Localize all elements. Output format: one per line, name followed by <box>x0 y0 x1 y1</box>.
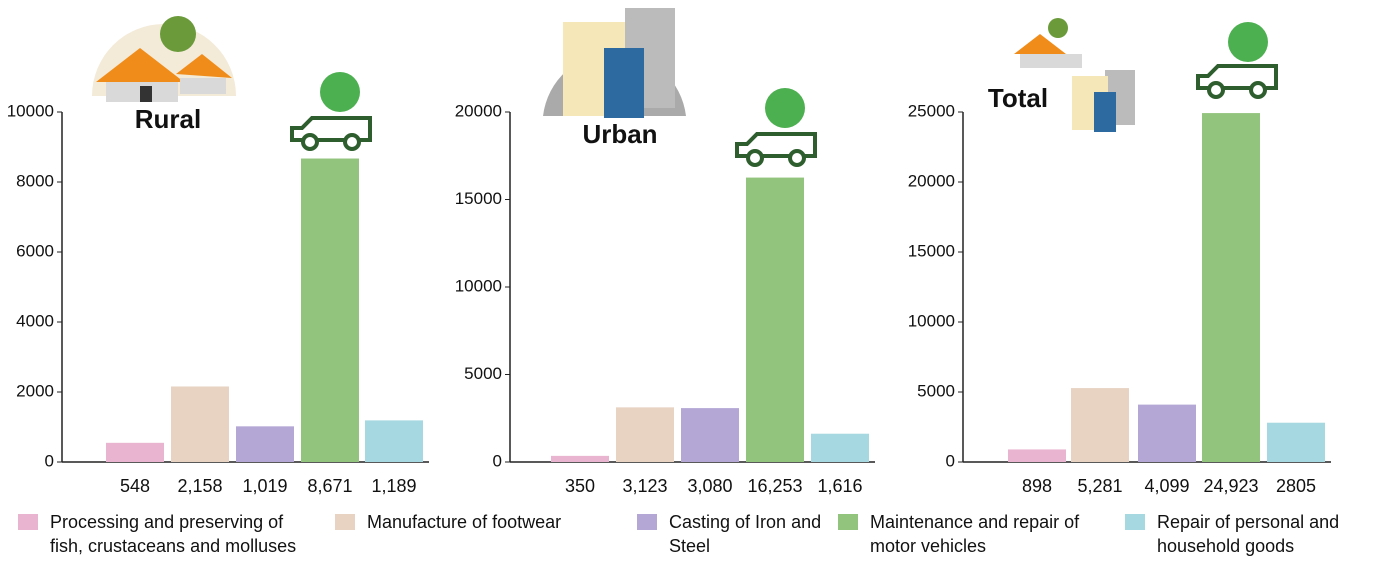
total-icon <box>1014 18 1135 132</box>
value-label: 1,189 <box>371 476 416 496</box>
y-tick-label: 15000 <box>908 241 955 260</box>
value-label: 16,253 <box>747 476 802 496</box>
y-tick-label: 5000 <box>464 364 502 383</box>
bar <box>1267 422 1325 462</box>
y-tick-label: 10000 <box>455 276 502 295</box>
y-tick-label: 0 <box>493 451 502 470</box>
value-label: 350 <box>565 476 595 496</box>
y-tick-label: 0 <box>45 451 54 470</box>
panel-title: Rural <box>135 104 201 134</box>
panel-title: Total <box>988 83 1048 113</box>
value-label: 5,281 <box>1077 476 1122 496</box>
y-tick-label: 20000 <box>908 171 955 190</box>
value-label: 3,123 <box>622 476 667 496</box>
bar <box>365 420 423 462</box>
bar <box>1008 449 1066 462</box>
value-label: 8,671 <box>307 476 352 496</box>
y-tick-label: 4000 <box>16 311 54 330</box>
value-label: 1,019 <box>242 476 287 496</box>
bar <box>811 433 869 462</box>
bar <box>1071 388 1129 462</box>
car-icons <box>290 22 1278 167</box>
y-tick-label: 20000 <box>455 101 502 120</box>
bar <box>236 426 294 462</box>
bar <box>551 455 609 462</box>
bar <box>171 386 229 462</box>
legend-label: Maintenance and repair of motor vehicles <box>870 512 1080 556</box>
rural-icon <box>92 16 236 102</box>
value-label: 2,158 <box>177 476 222 496</box>
value-label: 1,616 <box>817 476 862 496</box>
legend-label: Repair of personal and household goods <box>1157 512 1340 556</box>
legend-swatch <box>18 514 38 530</box>
legend-label: Processing and preserving of fish, crust… <box>50 512 297 556</box>
y-tick-label: 15000 <box>455 189 502 208</box>
y-tick-label: 0 <box>946 451 955 470</box>
value-label: 548 <box>120 476 150 496</box>
bar <box>746 177 804 462</box>
bar <box>616 407 674 462</box>
legend-label: Manufacture of footwear <box>367 512 562 532</box>
value-label: 898 <box>1022 476 1052 496</box>
y-tick-label: 5000 <box>917 381 955 400</box>
y-tick-label: 10000 <box>7 101 54 120</box>
urban-icon <box>543 8 686 118</box>
legend-swatch <box>335 514 355 530</box>
y-tick-label: 2000 <box>16 381 54 400</box>
value-label: 4,099 <box>1144 476 1189 496</box>
legend-swatch <box>1125 514 1145 530</box>
panel-title: Urban <box>582 119 657 149</box>
value-label: 2805 <box>1276 476 1316 496</box>
bar <box>681 408 739 462</box>
bar <box>1138 404 1196 462</box>
y-tick-label: 10000 <box>908 311 955 330</box>
y-tick-label: 6000 <box>16 241 54 260</box>
bar <box>1202 113 1260 462</box>
bar <box>106 442 164 462</box>
legend-label: Casting of Iron and Steel <box>669 512 822 556</box>
y-tick-label: 8000 <box>16 171 54 190</box>
value-label: 24,923 <box>1203 476 1258 496</box>
y-tick-label: 25000 <box>908 101 955 120</box>
legend-swatch <box>838 514 858 530</box>
bar <box>301 158 359 462</box>
value-label: 3,080 <box>687 476 732 496</box>
legend-swatch <box>637 514 657 530</box>
